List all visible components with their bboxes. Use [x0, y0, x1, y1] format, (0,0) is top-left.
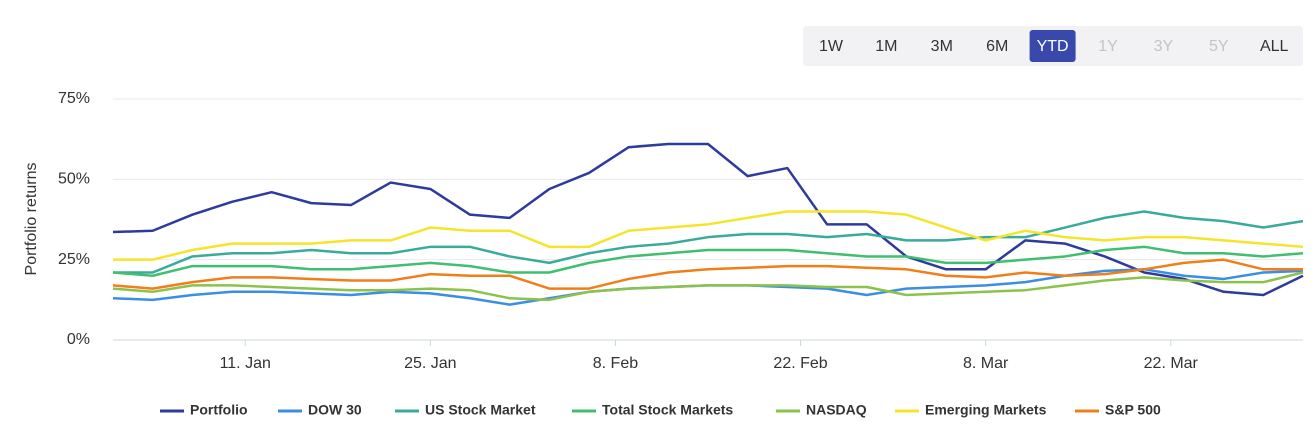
- range-button[interactable]: 6M: [986, 38, 1008, 55]
- x-tick-label: 25. Jan: [404, 355, 456, 372]
- x-tick-label: 22. Mar: [1144, 355, 1199, 372]
- legend-label[interactable]: S&P 500: [1105, 402, 1161, 418]
- series-line: [112, 245, 1304, 277]
- y-tick-label: 25%: [58, 251, 90, 268]
- range-button[interactable]: 3M: [931, 38, 953, 55]
- legend-label[interactable]: NASDAQ: [806, 402, 867, 418]
- range-button[interactable]: YTD: [1037, 38, 1069, 55]
- legend-label[interactable]: US Stock Market: [425, 402, 536, 418]
- y-axis-label: Portfolio returns: [23, 163, 40, 276]
- x-tick-label: 11. Jan: [220, 355, 271, 372]
- x-tick-label: 8. Mar: [963, 355, 1009, 372]
- range-button: 3Y: [1154, 38, 1174, 55]
- range-button[interactable]: 1W: [819, 38, 844, 55]
- x-tick-label: 22. Feb: [773, 355, 827, 372]
- range-button: 5Y: [1209, 38, 1229, 55]
- y-tick-label: 0%: [67, 331, 90, 348]
- series-line: [113, 210, 1304, 261]
- x-tick-label: 8. Feb: [593, 355, 638, 372]
- range-button[interactable]: 1M: [875, 38, 897, 55]
- range-button: 1Y: [1098, 38, 1118, 55]
- series-line: [112, 142, 1304, 297]
- legend-label[interactable]: Emerging Markets: [925, 402, 1047, 418]
- series-line: [112, 271, 1304, 302]
- range-button-active[interactable]: [1029, 30, 1076, 62]
- y-tick-label: 75%: [58, 90, 90, 107]
- series-line: [113, 210, 1304, 274]
- legend-label[interactable]: DOW 30: [308, 402, 362, 418]
- y-tick-label: 50%: [58, 171, 90, 188]
- series-line: [112, 258, 1303, 290]
- legend-label[interactable]: Portfolio: [190, 402, 248, 418]
- range-button[interactable]: ALL: [1260, 38, 1289, 55]
- legend-label[interactable]: Total Stock Markets: [602, 402, 733, 418]
